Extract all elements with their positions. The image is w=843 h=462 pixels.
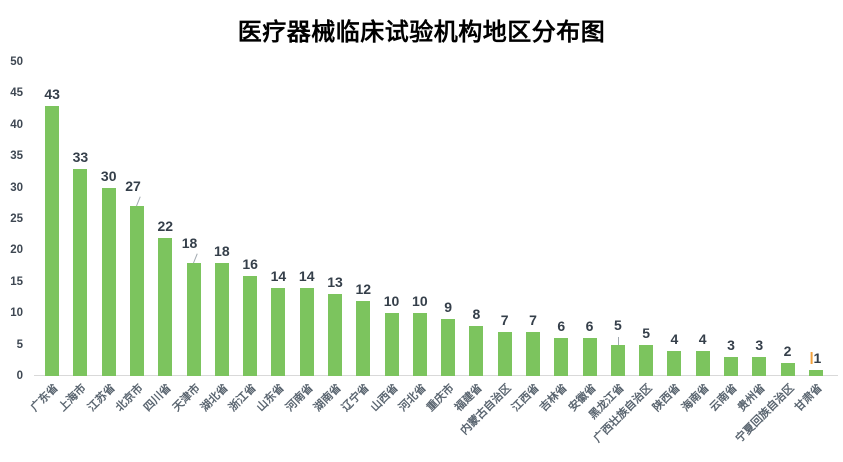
label-cursor-mark	[810, 351, 813, 364]
bar	[441, 319, 456, 376]
bar	[610, 344, 625, 376]
x-axis-category-label: 甘肃省	[792, 382, 825, 414]
bar	[526, 332, 540, 376]
bar	[582, 338, 597, 376]
label-leader-line	[192, 253, 198, 264]
bar	[497, 332, 512, 376]
x-axis-category-label: 北京市	[113, 382, 146, 414]
x-axis-category-label: 海南省	[679, 382, 712, 414]
y-axis-tick-label: 25	[10, 213, 23, 225]
x-axis-category-label: 辽宁省	[340, 382, 372, 414]
bar	[695, 350, 710, 376]
y-axis-tick-label: 45	[10, 87, 23, 100]
bar	[45, 105, 60, 376]
bar-value-label: 43	[44, 85, 60, 102]
x-axis-category-label: 云南省	[707, 382, 740, 414]
x-axis-category-label: 四川省	[142, 382, 174, 414]
bar-value-label: 22	[157, 217, 174, 234]
y-axis-tick-label: 35	[10, 150, 23, 163]
x-axis-category-label: 河北省	[396, 382, 429, 414]
bar	[214, 262, 229, 376]
bar-value-label: 10	[412, 293, 428, 310]
y-axis-tick-label: 20	[10, 244, 23, 257]
bar-value-label: 1	[810, 351, 821, 365]
x-axis-category-label: 江苏省	[85, 382, 118, 414]
x-axis-category-label: 河南省	[283, 382, 316, 414]
bar	[299, 288, 314, 376]
x-axis-category-label: 湖北省	[198, 382, 231, 414]
plot-area: 43 33 30 27 22 18 18 16 14 14 13 12 10 10 9 8 7 7 6 6 5 5 4 4 3 3…	[34, 62, 838, 376]
x-axis-category-label: 浙江省	[226, 382, 259, 414]
bar-value-label: 14	[270, 268, 287, 285]
x-axis-category-label: 上海市	[57, 382, 90, 414]
bar-value-label: 12	[355, 280, 372, 297]
bar-value-label: 5	[642, 324, 651, 341]
bar	[412, 313, 427, 376]
bar-value-label: 4	[698, 330, 707, 347]
bar-value-label: 7	[529, 312, 537, 329]
chart-title: 医疗器械临床试验机构地区分布图	[237, 19, 606, 46]
x-axis-line	[34, 375, 838, 376]
bar	[101, 187, 116, 376]
bar	[384, 313, 399, 376]
bar	[780, 363, 795, 376]
bar-value-label: 33	[72, 148, 89, 165]
bar	[639, 344, 654, 376]
bar-value-label: 30	[100, 167, 117, 184]
label-leader-line	[136, 196, 141, 207]
bar	[73, 168, 88, 376]
bar-value-label: 18	[214, 242, 230, 259]
x-axis-category-label: 江西省	[509, 382, 542, 414]
x-axis-category-label: 陕西省	[651, 382, 684, 414]
bar-value-label: 8	[472, 305, 481, 322]
x-axis-category-label: 山西省	[368, 382, 401, 414]
bar-value-label: 3	[755, 337, 764, 354]
bar-value-label: 6	[557, 318, 566, 335]
bar	[243, 275, 258, 376]
bar	[752, 357, 767, 376]
bar-value-label: 27	[125, 178, 141, 195]
y-axis-tick-label: 5	[16, 338, 23, 351]
x-axis-category-label: 湖南省	[311, 382, 344, 414]
bar	[186, 262, 201, 376]
x-axis-category-label: 吉林省	[538, 382, 570, 414]
bar	[554, 338, 569, 376]
bar	[724, 357, 738, 376]
x-axis-category-label: 山东省	[255, 382, 288, 414]
x-axis-category-label: 广东省	[28, 382, 61, 414]
bar	[808, 369, 823, 376]
bar	[158, 237, 173, 376]
bar-value-label: 7	[500, 312, 509, 329]
bar-value-label: 9	[444, 299, 453, 316]
bar-value-label: 16	[242, 255, 258, 272]
bar-value-label: 2	[783, 343, 792, 360]
y-axis-labels: 0 5 10 15 20 25 30 35 40 45 50	[0, 56, 30, 382]
bar-value-label: 10	[383, 293, 400, 310]
bar	[667, 350, 682, 376]
y-axis-tick-label: 15	[10, 275, 23, 288]
bar-value-label: 13	[327, 274, 343, 291]
y-axis-tick-label: 0	[16, 370, 23, 382]
bar-value-label: 5	[613, 316, 622, 333]
bar	[271, 288, 286, 376]
x-axis-labels: 广东省 上海市 江苏省 北京市 四川省 天津市 湖北省 浙江省 山东省 河南省 湖南省 辽宁省 山西省河…	[29, 379, 830, 462]
bar-value-label: 6	[585, 318, 594, 335]
bar	[130, 206, 144, 376]
bar	[356, 300, 371, 376]
bar-value-label: 18	[181, 234, 198, 251]
bar-value-label: 14	[298, 268, 315, 285]
x-axis-category-label: 天津市	[170, 382, 203, 414]
bar	[328, 294, 342, 376]
y-axis-tick-label: 40	[10, 118, 23, 131]
x-axis-category-label: 重庆市	[424, 382, 457, 414]
label-leader-line	[617, 336, 619, 345]
bar-value-label: 3	[727, 337, 735, 354]
y-axis-tick-label: 50	[10, 56, 23, 68]
y-axis-tick-label: 30	[10, 181, 23, 194]
bar	[469, 325, 484, 376]
y-axis-tick-label: 10	[10, 307, 23, 320]
bar-value-label: 4	[670, 330, 679, 347]
